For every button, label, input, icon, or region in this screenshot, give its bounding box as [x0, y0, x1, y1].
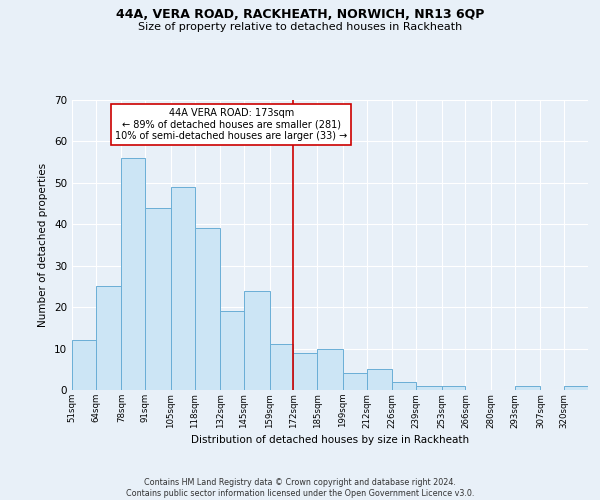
- Bar: [317, 348, 343, 390]
- Text: Distribution of detached houses by size in Rackheath: Distribution of detached houses by size …: [191, 435, 469, 445]
- Bar: [220, 312, 244, 390]
- Bar: [72, 340, 96, 390]
- Bar: [293, 352, 317, 390]
- Text: Size of property relative to detached houses in Rackheath: Size of property relative to detached ho…: [138, 22, 462, 32]
- Text: 44A, VERA ROAD, RACKHEATH, NORWICH, NR13 6QP: 44A, VERA ROAD, RACKHEATH, NORWICH, NR13…: [116, 8, 484, 20]
- Y-axis label: Number of detached properties: Number of detached properties: [38, 163, 49, 327]
- Bar: [171, 187, 194, 390]
- Bar: [367, 370, 392, 390]
- Text: Contains HM Land Registry data © Crown copyright and database right 2024.
Contai: Contains HM Land Registry data © Crown c…: [126, 478, 474, 498]
- Bar: [343, 374, 367, 390]
- Bar: [442, 386, 466, 390]
- Bar: [416, 386, 442, 390]
- Bar: [96, 286, 121, 390]
- Bar: [269, 344, 293, 390]
- Bar: [121, 158, 145, 390]
- Bar: [515, 386, 541, 390]
- Bar: [244, 290, 269, 390]
- Bar: [194, 228, 220, 390]
- Bar: [145, 208, 171, 390]
- Text: 44A VERA ROAD: 173sqm
← 89% of detached houses are smaller (281)
10% of semi-det: 44A VERA ROAD: 173sqm ← 89% of detached …: [115, 108, 347, 142]
- Bar: [564, 386, 588, 390]
- Bar: [392, 382, 416, 390]
